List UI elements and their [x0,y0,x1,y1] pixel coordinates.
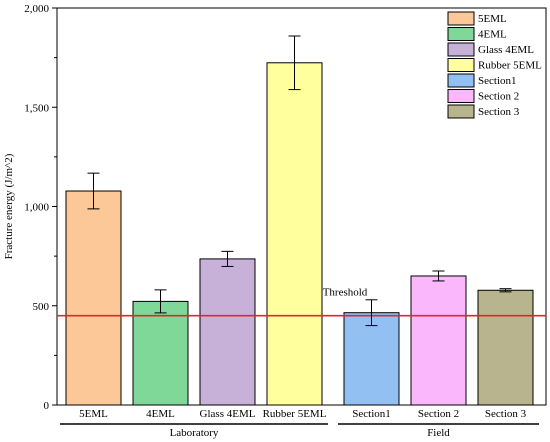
threshold-label: Threshold [323,287,368,299]
y-tick-label: 500 [33,301,50,313]
category-label: Rubber 5EML [263,408,327,420]
category-label: Section 2 [418,408,459,420]
bar-3 [199,258,256,406]
bar-4 [266,62,323,406]
legend-swatch [447,73,475,88]
category-label: 4EML [146,408,175,420]
legend-swatch [447,104,475,119]
bar-1 [65,190,122,406]
group-label: Laboratory [170,427,219,439]
legend-label: Rubber 5EML [478,60,542,72]
category-label: 5EML [79,408,108,420]
y-tick-label: 2,000 [24,3,49,15]
bar-5 [343,312,400,406]
legend-label: Section 3 [478,106,520,118]
legend-label: Section1 [478,75,517,87]
legend-swatch [447,11,475,26]
bar-2 [132,300,189,406]
legend-label: 4EML [478,29,507,41]
legend-swatch [447,42,475,57]
legend-label: 5EML [478,13,507,25]
bar-7 [477,289,534,406]
plot-area: 0 500 1,000 1,500 2,000 Fracture energy (J/m^… [3,3,547,439]
category-label: Glass 4EML [200,408,256,420]
category-label: Section 3 [485,408,527,420]
legend-label: Glass 4EML [478,44,534,56]
legend-swatch [447,58,475,72]
group-label: Field [427,427,450,439]
legend-label: Section 2 [478,91,519,103]
bar-6 [410,275,467,406]
category-label: Section1 [352,408,391,420]
y-axis-title: Fracture energy (J/m^2) [3,153,15,259]
legend-swatch [447,89,475,103]
y-tick-label: 0 [44,400,50,412]
y-tick-label: 1,500 [24,102,49,114]
legend-swatch [447,27,475,41]
y-tick-label: 1,000 [24,202,49,214]
